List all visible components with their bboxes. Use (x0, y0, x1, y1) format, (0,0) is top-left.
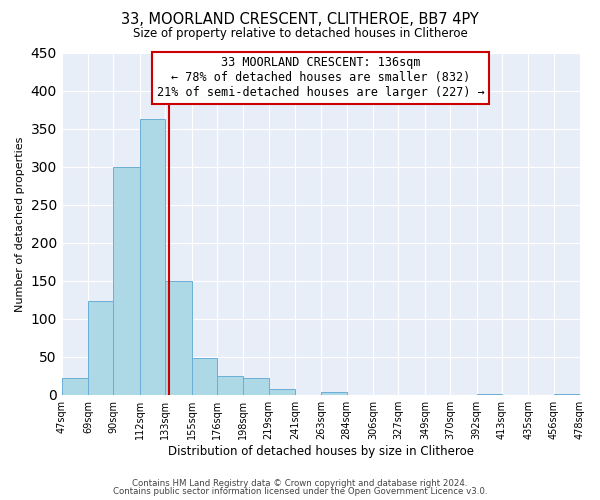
Bar (140, 119, 165, 394)
Bar (217, 376, 244, 394)
Bar (62, 378, 88, 394)
Bar (113, 167, 140, 394)
Bar (165, 281, 191, 394)
Text: 33, MOORLAND CRESCENT, CLITHEROE, BB7 4PY: 33, MOORLAND CRESCENT, CLITHEROE, BB7 4P… (121, 12, 479, 28)
Bar (322, 392, 347, 394)
Text: Size of property relative to detached houses in Clitheroe: Size of property relative to detached ho… (133, 28, 467, 40)
Text: Contains public sector information licensed under the Open Government Licence v3: Contains public sector information licen… (113, 487, 487, 496)
Bar (244, 378, 269, 394)
Text: Contains HM Land Registry data © Crown copyright and database right 2024.: Contains HM Land Registry data © Crown c… (132, 478, 468, 488)
X-axis label: Distribution of detached houses by size in Clitheroe: Distribution of detached houses by size … (168, 444, 474, 458)
Y-axis label: Number of detached properties: Number of detached properties (15, 136, 25, 312)
Bar (269, 390, 295, 394)
Bar (88, 300, 113, 394)
Bar (191, 358, 217, 394)
Text: 33 MOORLAND CRESCENT: 136sqm
← 78% of detached houses are smaller (832)
21% of s: 33 MOORLAND CRESCENT: 136sqm ← 78% of de… (157, 56, 485, 100)
